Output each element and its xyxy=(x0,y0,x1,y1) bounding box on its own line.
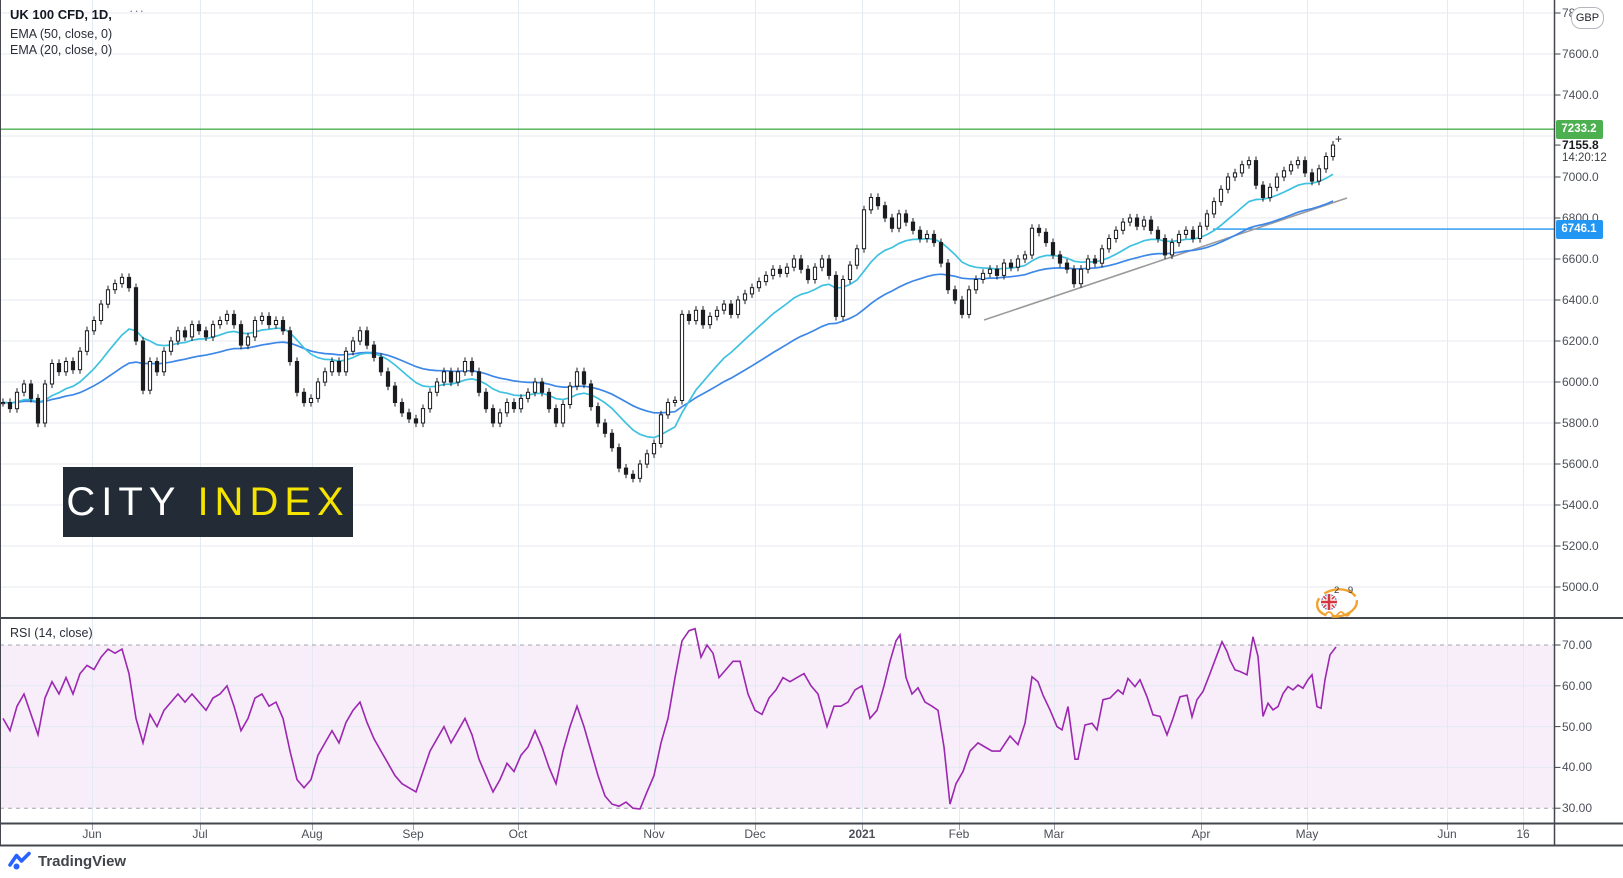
price-tick-label: 6400.0 xyxy=(1562,293,1599,307)
price-tick-label: 7000.0 xyxy=(1562,170,1599,184)
time-tick-label: Sep xyxy=(402,827,424,841)
price-tick-label: 5000.0 xyxy=(1562,580,1599,594)
price-tick-label: 6600.0 xyxy=(1562,252,1599,266)
gridlines-layer xyxy=(0,0,1554,823)
price-tick-label: 6000.0 xyxy=(1562,375,1599,389)
time-tick-label: 2021 xyxy=(848,827,876,841)
tradingview-logo-icon xyxy=(8,851,31,870)
time-tick-label: Jun xyxy=(1437,827,1457,841)
rsi-tick-label: 70.00 xyxy=(1562,638,1593,652)
price-tick-label: 7400.0 xyxy=(1562,88,1599,102)
city-index-logo-word2: INDEX xyxy=(197,480,350,524)
price-tick-label: 7600.0 xyxy=(1562,47,1599,61)
time-tick-label: Jul xyxy=(192,827,208,841)
indicator-legend-rsi[interactable]: RSI (14, close) xyxy=(10,626,93,640)
time-tick-label: Feb xyxy=(948,827,970,841)
time-tick-label: May xyxy=(1295,827,1319,841)
rsi-tick-label: 60.00 xyxy=(1562,678,1593,693)
rsi-line xyxy=(2,627,1337,810)
axis-ticks-layer xyxy=(92,12,1561,830)
indicator-legend-ema50[interactable]: EMA (50, close, 0) xyxy=(10,27,113,41)
pane-separators xyxy=(0,0,1623,847)
price-level-label-green[interactable]: 7233.2 xyxy=(1555,119,1603,139)
city-index-logo-word1: CITY xyxy=(66,480,182,524)
time-tick-label: Mar xyxy=(1043,827,1065,841)
price-tick-label: 6200.0 xyxy=(1562,334,1599,348)
sticker-scribble-squiggle xyxy=(1325,611,1351,617)
time-tick-label: Aug xyxy=(301,827,323,841)
time-tick-label: Nov xyxy=(643,827,665,841)
time-tick-label: Apr xyxy=(1191,827,1211,841)
currency-toggle-button[interactable]: GBP xyxy=(1571,7,1604,29)
ema50-line xyxy=(2,200,1334,414)
candles-layer xyxy=(0,141,1336,483)
sticker-scribble-circle xyxy=(1315,588,1359,618)
symbol-title[interactable]: UK 100 CFD, 1D, xyxy=(10,7,112,22)
more-options-icon[interactable]: ··· xyxy=(129,3,145,18)
last-bar-plus-marker[interactable]: + xyxy=(1335,132,1343,146)
last-price-time: 14:20:12 xyxy=(1562,152,1607,165)
price-tick-label: 5800.0 xyxy=(1562,416,1599,430)
city-index-logo: CITY INDEX xyxy=(63,467,353,537)
rsi-tick-label: 40.00 xyxy=(1562,760,1593,775)
tradingview-attribution[interactable]: TradingView xyxy=(8,851,126,871)
rsi-tick-label: 30.00 xyxy=(1562,801,1593,816)
price-tick-label: 5400.0 xyxy=(1562,498,1599,512)
uk-flag-icon xyxy=(1321,594,1337,610)
price-tick-label: 5200.0 xyxy=(1562,539,1599,553)
uk-flag-sticker[interactable] xyxy=(1314,584,1366,622)
price-level-label-blue[interactable]: 6746.1 xyxy=(1555,219,1603,239)
price-tick-label: 5600.0 xyxy=(1562,457,1599,471)
ema20-line xyxy=(2,173,1334,439)
tradingview-brand-text: TradingView xyxy=(38,852,127,870)
indicator-legend-ema20[interactable]: EMA (20, close, 0) xyxy=(10,43,113,57)
time-tick-label: Jun xyxy=(82,827,102,841)
time-tick-label: Dec xyxy=(744,827,766,841)
time-tick-label: Oct xyxy=(508,827,528,841)
time-tick-label: 16 xyxy=(1516,827,1530,841)
rsi-tick-label: 50.00 xyxy=(1562,719,1593,734)
last-price-label: 7155.8 xyxy=(1562,138,1599,153)
sticker-note-text: 2 9 xyxy=(1334,585,1357,596)
